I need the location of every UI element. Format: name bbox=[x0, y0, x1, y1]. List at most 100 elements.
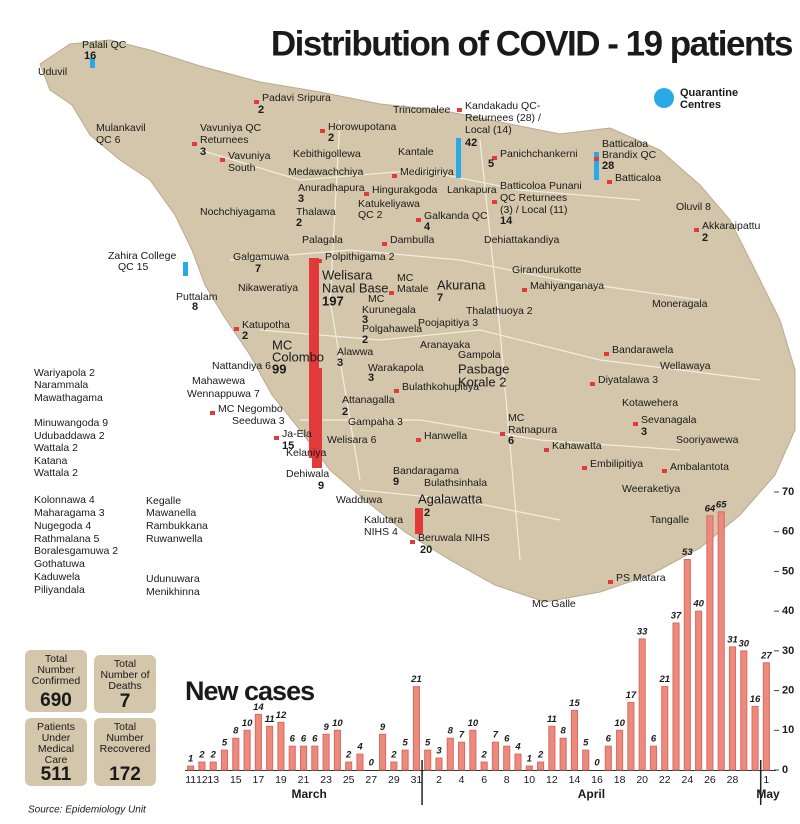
place-label: Pasbage bbox=[458, 361, 509, 376]
value-label: 33 bbox=[637, 626, 648, 637]
map-cylinder bbox=[309, 258, 319, 458]
month-label: May bbox=[756, 787, 780, 801]
place-marker bbox=[662, 469, 667, 473]
bar bbox=[751, 705, 759, 771]
bar bbox=[548, 725, 556, 771]
value-label: 0 bbox=[594, 758, 600, 769]
value-label: 16 bbox=[750, 694, 761, 705]
bar bbox=[412, 686, 420, 771]
bar bbox=[627, 701, 635, 771]
place-label: Thalathuoya 2 bbox=[466, 305, 533, 317]
value-label: 3 bbox=[436, 746, 442, 757]
place-label: Bandarawela bbox=[612, 344, 673, 356]
stat-label: Number bbox=[106, 732, 144, 744]
legend-marker bbox=[654, 88, 674, 108]
y-tick-label: 50 bbox=[782, 565, 794, 577]
value-label: 2 bbox=[345, 750, 352, 761]
y-tick-label: 70 bbox=[782, 486, 794, 498]
value-label: 10 bbox=[614, 718, 625, 729]
stat-label: Number of bbox=[100, 669, 149, 681]
x-tick-label: 22 bbox=[659, 774, 671, 786]
bar bbox=[537, 761, 545, 771]
place-marker bbox=[382, 242, 387, 246]
district-lines bbox=[199, 119, 761, 561]
stat-label: Total bbox=[45, 653, 67, 665]
place-label: Batticaloa bbox=[615, 172, 661, 184]
place-label: Ja-Ela bbox=[282, 428, 312, 440]
stat-box bbox=[94, 655, 156, 713]
x-tick-label: 14 bbox=[569, 774, 581, 786]
place-label: Oluvil 8 bbox=[676, 201, 711, 213]
x-tick-label: 19 bbox=[275, 774, 287, 786]
place-label: Batticoloa Punani bbox=[500, 180, 582, 192]
value-label: 21 bbox=[658, 674, 670, 685]
x-tick-label: 12 bbox=[196, 774, 208, 786]
stat-label: Recovered bbox=[100, 743, 151, 755]
place-label: Mawathagama bbox=[34, 392, 103, 404]
bar bbox=[198, 761, 206, 771]
x-tick-label: 26 bbox=[704, 774, 716, 786]
bar bbox=[740, 650, 748, 771]
place-label: Warakapola bbox=[368, 362, 424, 374]
value-label: 17 bbox=[626, 690, 637, 701]
place-label: Embilipitiya bbox=[590, 458, 643, 470]
place-label: Katukeliyawa bbox=[358, 198, 420, 210]
place-label: Colombo bbox=[272, 349, 324, 364]
place-marker bbox=[317, 259, 322, 263]
place-marker bbox=[590, 382, 595, 386]
place-label: Kebithigollewa bbox=[293, 148, 361, 160]
place-label: Minuwangoda 9 bbox=[34, 417, 108, 429]
place-label: MC bbox=[272, 337, 292, 352]
bar bbox=[582, 749, 590, 771]
place-label: Weeraketiya bbox=[622, 483, 680, 495]
place-label: Alawwa bbox=[337, 346, 373, 358]
place-label: Diyatalawa 3 bbox=[598, 374, 658, 386]
place-label: Rathmalana 5 bbox=[34, 533, 100, 545]
place-marker bbox=[320, 129, 325, 133]
place-label: Wellawaya bbox=[660, 360, 711, 372]
stat-label: Medical bbox=[38, 743, 74, 755]
month-label: March bbox=[292, 787, 327, 801]
bar bbox=[322, 733, 330, 771]
place-marker bbox=[594, 157, 599, 161]
place-label: MC bbox=[508, 412, 525, 424]
place-marker bbox=[544, 448, 549, 452]
legend-label: Quarantine bbox=[680, 87, 738, 99]
place-label: Ambalantota bbox=[670, 461, 729, 473]
place-label: Piliyandala bbox=[34, 584, 85, 596]
bar bbox=[604, 745, 612, 771]
bar bbox=[311, 745, 319, 771]
value-label: 1 bbox=[188, 754, 193, 765]
value-label: 8 bbox=[448, 726, 454, 737]
place-label: Galkanda QC bbox=[424, 210, 488, 222]
value-label: 7 bbox=[493, 730, 499, 741]
place-label: Naval Base bbox=[322, 280, 388, 295]
place-marker bbox=[394, 389, 399, 393]
place-label: Polpithigama 2 bbox=[325, 251, 395, 263]
place-label: Dehiattakandiya bbox=[484, 234, 559, 246]
bar bbox=[424, 749, 432, 771]
bar bbox=[491, 741, 499, 771]
place-label: Kurunegala bbox=[362, 304, 416, 316]
place-label: Kantale bbox=[398, 146, 434, 158]
place-label: 16 bbox=[84, 50, 96, 62]
value-label: 5 bbox=[583, 738, 589, 749]
map-cylinder bbox=[594, 152, 599, 180]
place-label: Bulathkohupitiya bbox=[402, 381, 479, 393]
bar bbox=[683, 559, 691, 771]
bar bbox=[717, 511, 725, 771]
place-label: Moneragala bbox=[652, 298, 708, 310]
place-label: 15 bbox=[282, 440, 294, 452]
stat-value: 511 bbox=[41, 764, 72, 785]
place-marker bbox=[608, 580, 613, 584]
place-label: Hanwella bbox=[424, 430, 467, 442]
place-marker bbox=[210, 411, 215, 415]
place-label: Brandix QC bbox=[602, 149, 657, 161]
value-label: 30 bbox=[738, 638, 749, 649]
place-label: South bbox=[228, 162, 256, 174]
value-label: 8 bbox=[233, 726, 239, 737]
value-label: 4 bbox=[514, 742, 521, 753]
bar bbox=[525, 765, 533, 771]
place-marker bbox=[492, 200, 497, 204]
bar bbox=[379, 733, 387, 771]
